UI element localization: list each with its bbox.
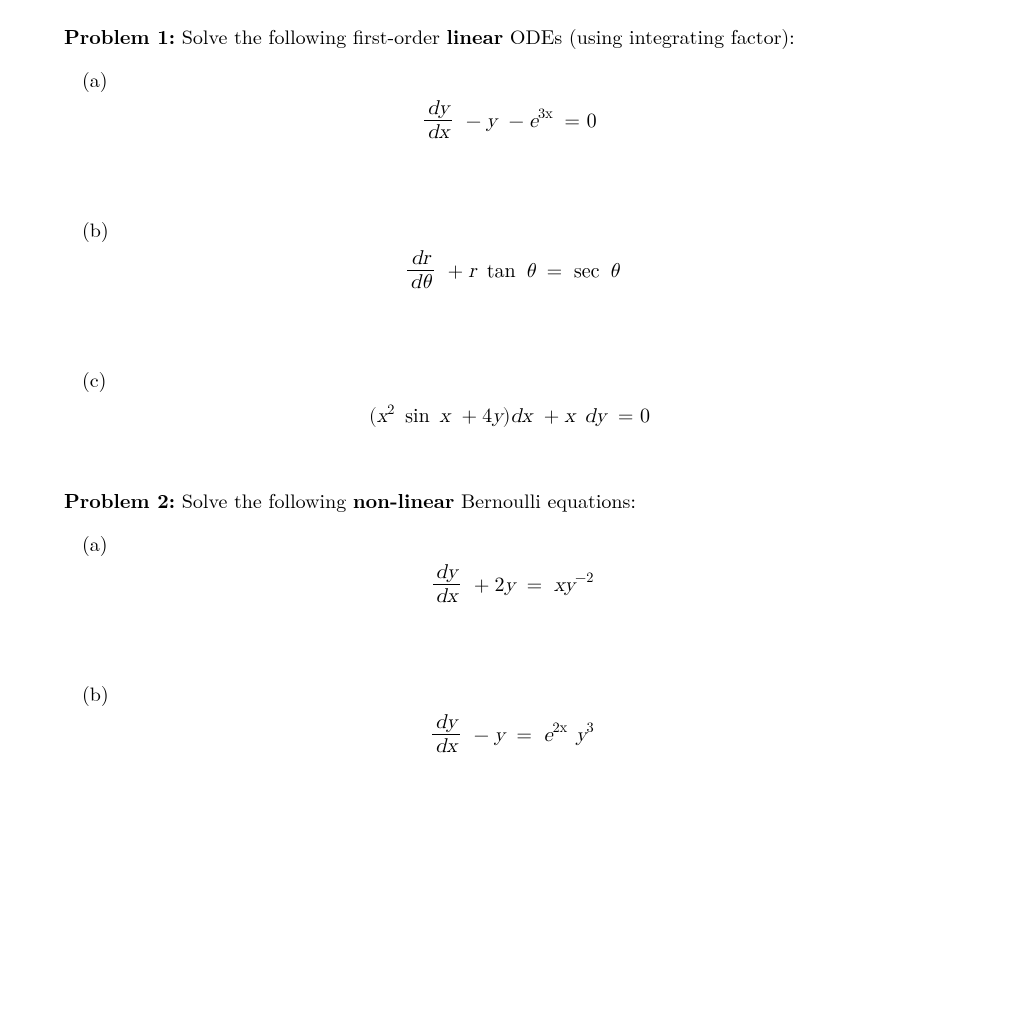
fraction-dy-dx: dy dx (433, 562, 461, 607)
fraction-dy-dx: dy dx (432, 712, 460, 757)
problem-1b-equation: dr dθ +r tan θ = sec θ (64, 250, 960, 295)
lit-4: 4 (482, 406, 492, 426)
equals-op: = (511, 725, 537, 745)
plus-op: + (469, 575, 495, 595)
exp-3x: 3x (538, 106, 553, 121)
equals-op: = (542, 261, 568, 281)
plus-op: + (457, 406, 483, 426)
exp-3: 3 (586, 720, 593, 735)
equals-op: = (522, 575, 548, 595)
problem-1-intro-a: Solve the following first-order (175, 21, 446, 50)
var-y: y (486, 111, 497, 131)
equals-zero: = 0 (559, 111, 601, 131)
problem-2b-label: (b) (82, 679, 960, 706)
exp-2x: 2x (552, 720, 567, 735)
plus-op: + (539, 406, 565, 426)
exp-neg2: −2 (575, 570, 593, 585)
plus-op: + (443, 261, 469, 281)
var-y: y (574, 725, 587, 745)
fraction-num: dy (433, 562, 461, 585)
fraction-num: dy (432, 712, 460, 735)
diff-dy: dy (582, 406, 607, 426)
fraction-dr-dtheta: dr dθ (407, 248, 434, 293)
fn-tan: tan (483, 261, 516, 281)
lparen: ( (369, 406, 377, 426)
var-y: y (492, 406, 503, 426)
var-x: x (436, 406, 450, 426)
problem-1-label: Problem 1: (64, 21, 175, 50)
fraction-dy-dx: dy dx (424, 98, 452, 143)
problem-1c-equation: (x2 sin x +4y)dx +x dy = 0 (64, 400, 960, 430)
problem-2-intro-a: Solve the following (175, 485, 353, 514)
page: Problem 1: Solve the following first-ord… (0, 0, 1024, 759)
var-e: e (529, 111, 538, 131)
var-x: x (564, 406, 575, 426)
fraction-den: dx (424, 121, 452, 143)
problem-1-intro-b: ODEs (using integrating factor): (503, 21, 794, 50)
minus-op: − (469, 725, 495, 745)
var-x: x (377, 406, 388, 426)
problem-1-intro-bold: linear (447, 21, 504, 50)
equals-zero: = 0 (613, 406, 655, 426)
minus-op: − (461, 111, 487, 131)
fraction-num: dr (407, 248, 434, 271)
fraction-den: dθ (407, 271, 434, 293)
problem-1c-label: (c) (82, 365, 960, 392)
lit-2: 2 (494, 575, 504, 595)
var-theta: θ (606, 261, 619, 281)
fraction-num: dy (424, 98, 452, 121)
var-r: r (468, 261, 476, 281)
fn-sin: sin (401, 406, 430, 426)
fraction-den: dx (433, 585, 461, 607)
problem-1-heading: Problem 1: Solve the following first-ord… (64, 22, 960, 49)
fraction-den: dx (432, 735, 460, 757)
minus-op: − (504, 111, 530, 131)
fn-sec: sec (574, 261, 600, 281)
problem-2-intro-bold: non-linear (353, 485, 454, 514)
var-y: y (504, 575, 515, 595)
var-xy: xy (554, 575, 575, 595)
problem-1b-label: (b) (82, 215, 960, 242)
problem-2a-equation: dy dx +2y = xy−2 (64, 564, 960, 609)
problem-2b-equation: dy dx −y = e2x y3 (64, 714, 960, 759)
problem-2-label: Problem 2: (64, 485, 175, 514)
diff-dx: dx (510, 406, 532, 426)
problem-2a-label: (a) (82, 529, 960, 556)
problem-2-heading: Problem 2: Solve the following non-linea… (64, 486, 960, 513)
var-y: y (494, 725, 505, 745)
problem-1a-equation: dy dx −y −e3x = 0 (64, 100, 960, 145)
problem-2-intro-b: Bernoulli equations: (454, 485, 636, 514)
var-theta: θ (522, 261, 535, 281)
problem-1a-label: (a) (82, 65, 960, 92)
exp-2: 2 (387, 402, 394, 417)
